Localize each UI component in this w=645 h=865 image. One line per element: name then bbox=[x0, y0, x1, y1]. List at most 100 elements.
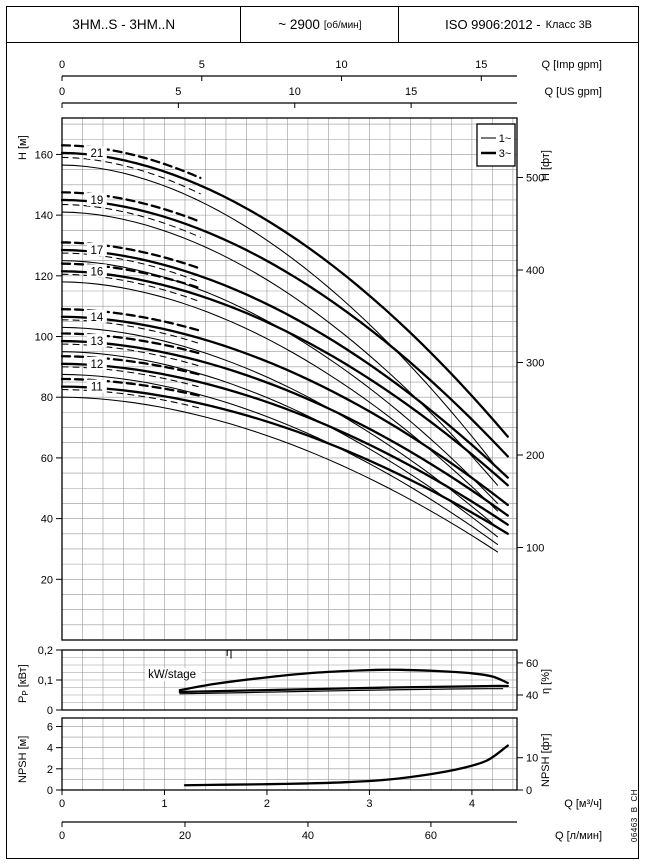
q-tick-label: 0 bbox=[59, 86, 65, 98]
annotation-eta: η bbox=[226, 647, 232, 659]
curve-19-1ph-dashed bbox=[61, 203, 201, 238]
stage-label-16: 16 bbox=[90, 266, 103, 278]
curve-14-3ph bbox=[60, 315, 509, 507]
stage-label-11: 11 bbox=[91, 382, 103, 394]
stage-label-bg bbox=[86, 192, 107, 206]
q-tick-label: 5 bbox=[199, 59, 205, 71]
q-m3h-tick-label: 3 bbox=[366, 798, 372, 810]
stage-label-14: 14 bbox=[90, 312, 103, 324]
drawing-code: 06463_B_CH bbox=[630, 788, 639, 842]
npsh-ft-tick-label: 10 bbox=[526, 753, 538, 765]
stage-label-bg bbox=[86, 145, 107, 159]
q-m3h-tick-label: 4 bbox=[469, 798, 475, 810]
curve-12-3ph bbox=[60, 362, 509, 526]
standard-text: ISO 9906:2012 - bbox=[445, 17, 541, 32]
plot-border-npsh bbox=[61, 717, 518, 791]
h-m-axis-title: H [м] bbox=[17, 135, 29, 160]
stage-label-bg bbox=[86, 243, 107, 257]
stage-label-19: 19 bbox=[90, 195, 103, 207]
q-tick-label: 5 bbox=[175, 86, 181, 98]
stage-label-12: 12 bbox=[90, 359, 103, 371]
curve-11-1ph bbox=[61, 396, 499, 553]
curve-13-3ph bbox=[60, 339, 509, 517]
model-text: 3HM..S - 3HM..N bbox=[72, 17, 176, 32]
eta-tick-label: 40 bbox=[526, 690, 538, 702]
speed-cell: ~ 2900 [об/мин] bbox=[240, 7, 398, 42]
q-m3h-axis-title: Q [м³/ч] bbox=[564, 798, 602, 810]
p-kw-tick-label: 0,2 bbox=[38, 645, 53, 657]
stage-label-bg bbox=[86, 334, 107, 348]
curve-21-3ph bbox=[60, 151, 509, 438]
curve-21-3ph-dashed bbox=[60, 144, 202, 180]
stage-label-bg bbox=[86, 379, 107, 393]
h-m-tick-label: 60 bbox=[41, 453, 53, 465]
npsh-m-tick-label: 2 bbox=[47, 764, 53, 776]
curve-14-1ph-dashed bbox=[61, 319, 201, 345]
curve-17-3ph bbox=[60, 248, 509, 479]
curve-21-1ph-dashed bbox=[61, 156, 201, 195]
curve-16-3ph-dashed bbox=[60, 262, 202, 290]
curve-eta bbox=[178, 668, 509, 692]
q-axis-title: Q [US gpm] bbox=[545, 86, 602, 98]
model-cell: 3HM..S - 3HM..N bbox=[7, 7, 240, 42]
curve-kw-stage-3 bbox=[178, 684, 509, 694]
curve-13-1ph-dashed bbox=[61, 343, 201, 367]
h-ft-axis-title: H [фт] bbox=[540, 150, 552, 181]
q-m3h-tick-label: 0 bbox=[59, 798, 65, 810]
npsh-ft-tick-label: 0 bbox=[526, 785, 532, 797]
h-m-tick-label: 100 bbox=[35, 332, 53, 344]
h-m-tick-label: 20 bbox=[41, 574, 53, 586]
h-m-tick-label: 80 bbox=[41, 392, 53, 404]
q-tick-label: 15 bbox=[475, 59, 487, 71]
eta-tick-label: 60 bbox=[526, 658, 538, 670]
p-kw-axis-title: PP [кВт] bbox=[17, 664, 30, 703]
npsh-m-axis-title: NPSH [м] bbox=[17, 736, 29, 783]
curve-17-1ph-dashed bbox=[61, 252, 201, 283]
annotation-bg bbox=[145, 667, 202, 681]
h-m-tick-label: 160 bbox=[35, 149, 53, 161]
q-axis-title: Q [л/мин] bbox=[555, 830, 602, 842]
curve-11-3ph bbox=[60, 385, 509, 535]
eta-axis-title: η [%] bbox=[540, 669, 552, 694]
stage-label-13: 13 bbox=[90, 336, 103, 348]
h-m-tick-label: 120 bbox=[35, 271, 53, 283]
page-frame: 3HM..S - 3HM..N ~ 2900 [об/мин] ISO 9906… bbox=[6, 6, 639, 859]
curve-12-1ph bbox=[61, 373, 499, 545]
q-axis-title: Q [Imp gpm] bbox=[541, 59, 602, 71]
q-tick-label: 10 bbox=[335, 59, 347, 71]
stage-label-17: 17 bbox=[90, 245, 103, 257]
annotation-kw-stage: kW/stage bbox=[148, 669, 196, 681]
q-m3h-tick-label: 1 bbox=[161, 798, 167, 810]
speed-unit: [об/мин] bbox=[323, 20, 362, 31]
legend-box bbox=[476, 123, 516, 167]
standard-class: Класс 3В bbox=[545, 19, 593, 31]
speed-value: ~ 2900 bbox=[278, 17, 320, 32]
h-m-tick-label: 40 bbox=[41, 514, 53, 526]
q-tick-label: 40 bbox=[302, 830, 314, 842]
curve-14-3ph-dashed bbox=[60, 308, 202, 332]
h-ft-tick-label: 500 bbox=[526, 172, 544, 184]
curve-npsh bbox=[183, 744, 509, 787]
curve-17-3ph-dashed bbox=[60, 241, 202, 270]
stage-label-bg bbox=[86, 264, 107, 278]
curve-19-3ph-dashed bbox=[60, 191, 202, 223]
curve-12-3ph-dashed bbox=[60, 355, 202, 376]
q-tick-label: 60 bbox=[425, 830, 437, 842]
curve-16-1ph-dashed bbox=[61, 273, 201, 303]
npsh-m-tick-label: 6 bbox=[47, 721, 53, 733]
curve-12-1ph-dashed bbox=[61, 366, 201, 388]
curve-13-3ph-dashed bbox=[60, 332, 202, 355]
h-ft-tick-label: 200 bbox=[526, 450, 544, 462]
q-tick-label: 20 bbox=[179, 830, 191, 842]
curve-19-1ph bbox=[61, 211, 499, 486]
standard-cell: ISO 9906:2012 - Класс 3В bbox=[398, 7, 638, 42]
q-tick-label: 0 bbox=[59, 59, 65, 71]
stage-label-bg bbox=[86, 356, 107, 370]
curve-11-1ph-dashed bbox=[61, 389, 201, 409]
stage-label-bg bbox=[86, 309, 107, 323]
h-ft-tick-label: 300 bbox=[526, 357, 544, 369]
curve-13-1ph bbox=[61, 351, 499, 538]
npsh-m-tick-label: 0 bbox=[47, 785, 53, 797]
plot-border-main bbox=[61, 117, 518, 641]
